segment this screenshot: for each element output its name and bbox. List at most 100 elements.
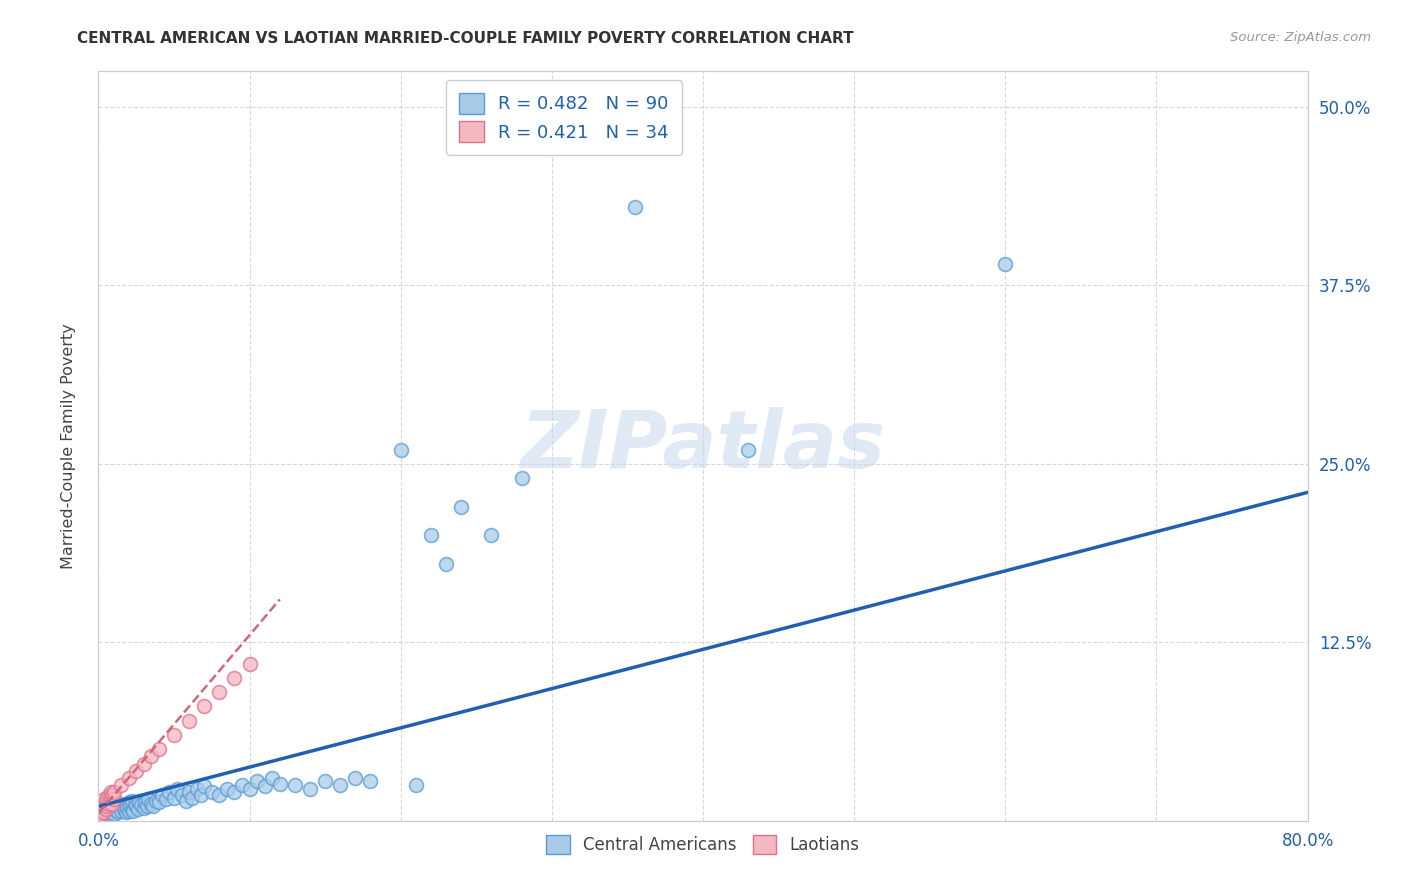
- Point: [148, 742, 170, 756]
- Point: [239, 782, 262, 797]
- Point: [125, 799, 148, 814]
- Point: [96, 792, 118, 806]
- Point: [91, 802, 114, 816]
- Point: [100, 795, 122, 809]
- Point: [91, 802, 114, 816]
- Point: [93, 799, 115, 814]
- Point: [96, 799, 118, 814]
- Point: [193, 699, 215, 714]
- Point: [124, 797, 146, 811]
- Point: [122, 804, 145, 818]
- Point: [389, 442, 412, 457]
- Point: [224, 671, 246, 685]
- Point: [104, 802, 127, 816]
- Point: [132, 756, 155, 771]
- Point: [481, 528, 503, 542]
- Point: [142, 799, 165, 814]
- Point: [121, 802, 143, 816]
- Point: [193, 780, 215, 794]
- Point: [118, 795, 141, 809]
- Point: [127, 802, 149, 816]
- Point: [163, 790, 186, 805]
- Point: [101, 805, 124, 819]
- Point: [179, 785, 201, 799]
- Point: [329, 778, 352, 792]
- Point: [253, 780, 276, 794]
- Point: [114, 797, 136, 812]
- Point: [145, 794, 167, 808]
- Point: [118, 804, 141, 818]
- Legend: Central Americans, Laotians: Central Americans, Laotians: [540, 829, 866, 861]
- Point: [98, 788, 121, 802]
- Text: ZIPatlas: ZIPatlas: [520, 407, 886, 485]
- Point: [170, 788, 193, 802]
- Point: [284, 778, 307, 792]
- Point: [94, 802, 117, 816]
- Point: [134, 795, 156, 809]
- Point: [96, 797, 118, 812]
- Point: [186, 782, 208, 797]
- Point: [105, 804, 128, 818]
- Point: [98, 799, 121, 814]
- Point: [90, 806, 112, 821]
- Point: [98, 806, 121, 821]
- Point: [314, 773, 336, 788]
- Point: [103, 806, 125, 821]
- Point: [101, 788, 124, 802]
- Point: [405, 778, 427, 792]
- Point: [89, 809, 111, 823]
- Point: [208, 788, 231, 802]
- Point: [93, 799, 115, 814]
- Point: [110, 797, 132, 811]
- Point: [94, 795, 117, 809]
- Point: [181, 790, 204, 805]
- Point: [246, 773, 269, 788]
- Point: [163, 728, 186, 742]
- Point: [129, 797, 152, 812]
- Point: [224, 785, 246, 799]
- Point: [107, 805, 129, 819]
- Point: [114, 805, 136, 819]
- Point: [344, 771, 367, 785]
- Point: [110, 804, 132, 818]
- Y-axis label: Married-Couple Family Poverty: Married-Couple Family Poverty: [62, 323, 76, 569]
- Point: [201, 785, 224, 799]
- Point: [94, 808, 117, 822]
- Point: [141, 797, 163, 811]
- Point: [94, 797, 117, 811]
- Point: [190, 788, 212, 802]
- Point: [90, 799, 112, 814]
- Point: [89, 802, 111, 816]
- Point: [96, 804, 118, 818]
- Point: [103, 801, 125, 815]
- Point: [93, 805, 115, 819]
- Point: [434, 557, 457, 571]
- Text: Source: ZipAtlas.com: Source: ZipAtlas.com: [1230, 31, 1371, 45]
- Point: [994, 257, 1017, 271]
- Point: [141, 749, 163, 764]
- Point: [135, 799, 157, 814]
- Point: [100, 802, 122, 816]
- Point: [98, 797, 121, 811]
- Point: [360, 773, 382, 788]
- Point: [121, 794, 143, 808]
- Point: [215, 782, 238, 797]
- Point: [299, 782, 322, 797]
- Point: [112, 802, 135, 816]
- Point: [120, 799, 142, 814]
- Point: [128, 795, 150, 809]
- Point: [269, 776, 291, 790]
- Point: [510, 471, 533, 485]
- Point: [105, 797, 128, 811]
- Point: [208, 685, 231, 699]
- Point: [174, 794, 197, 808]
- Point: [737, 442, 759, 457]
- Point: [110, 778, 132, 792]
- Point: [111, 799, 134, 814]
- Point: [103, 792, 125, 806]
- Point: [103, 794, 125, 808]
- Point: [239, 657, 262, 671]
- Point: [115, 801, 138, 815]
- Point: [108, 801, 131, 815]
- Point: [91, 797, 114, 811]
